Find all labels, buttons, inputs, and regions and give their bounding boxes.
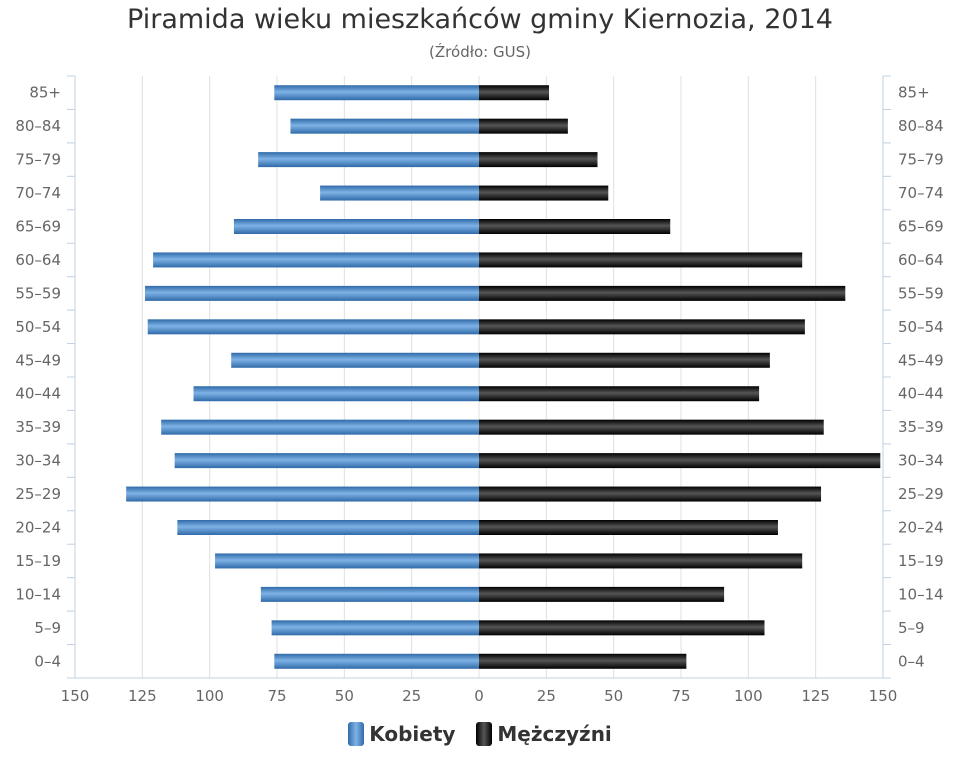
y-label-right: 55–59	[898, 284, 944, 302]
legend-label-female: Kobiety	[369, 722, 456, 746]
x-tick-label: 75	[267, 687, 286, 705]
bar-male	[479, 453, 881, 469]
y-label-left: 35–39	[15, 418, 61, 436]
chart-subtitle: (Źródło: GUS)	[429, 43, 531, 61]
bar-male	[479, 352, 770, 368]
y-label-right: 60–64	[898, 251, 944, 269]
bar-female	[147, 319, 479, 335]
y-label-right: 10–14	[898, 585, 944, 603]
x-tick-label: 100	[734, 687, 763, 705]
y-label-left: 50–54	[15, 318, 61, 336]
y-label-left: 60–64	[15, 251, 61, 269]
bar-female	[153, 252, 479, 268]
y-label-left: 55–59	[15, 284, 61, 302]
bar-female	[177, 520, 479, 535]
y-label-right: 15–19	[898, 552, 944, 570]
x-tick-label: 50	[604, 687, 623, 705]
y-label-right: 75–79	[898, 151, 944, 169]
y-label-right: 25–29	[898, 485, 944, 503]
y-label-right: 35–39	[898, 418, 944, 436]
x-tick-label: 75	[671, 687, 690, 705]
y-label-right: 0–4	[898, 652, 925, 670]
bar-male	[479, 386, 760, 402]
x-tick-label: 50	[335, 687, 354, 705]
y-label-right: 85+	[898, 84, 930, 102]
bar-female	[290, 118, 479, 134]
bar-male	[479, 85, 550, 101]
y-label-right: 20–24	[898, 519, 944, 537]
chart-title: Piramida wieku mieszkańców gminy Kiernoz…	[127, 4, 833, 35]
y-label-left: 20–24	[15, 519, 61, 537]
y-label-right: 45–49	[898, 351, 944, 369]
x-tick-label: 150	[869, 687, 898, 705]
y-label-left: 45–49	[15, 351, 61, 369]
bar-male	[479, 553, 803, 569]
bar-female	[274, 85, 479, 101]
y-label-left: 85+	[29, 84, 61, 102]
y-label-right: 50–54	[898, 318, 944, 336]
y-label-left: 5–9	[34, 619, 61, 637]
bar-female	[126, 486, 479, 502]
bar-male	[479, 653, 687, 669]
y-label-right: 5–9	[898, 619, 925, 637]
bar-female	[260, 586, 479, 602]
y-label-left: 10–14	[15, 585, 61, 603]
y-label-left: 30–34	[15, 452, 61, 470]
bar-male	[479, 219, 671, 234]
bar-female	[231, 352, 479, 368]
legend-item-male[interactable]: Mężczyźni	[476, 722, 612, 746]
x-tick-label: 150	[61, 687, 90, 705]
bar-male	[479, 185, 609, 201]
x-tick-label: 0	[474, 687, 484, 705]
bar-female	[174, 453, 480, 469]
y-label-left: 65–69	[15, 218, 61, 236]
y-label-left: 0–4	[34, 652, 61, 670]
bar-male	[479, 586, 725, 602]
y-label-left: 25–29	[15, 485, 61, 503]
bar-male	[479, 252, 803, 268]
y-label-right: 70–74	[898, 184, 944, 202]
legend-item-female[interactable]: Kobiety	[348, 722, 455, 746]
x-tick-label: 125	[128, 687, 157, 705]
bar-female	[258, 152, 479, 168]
bar-male	[479, 419, 824, 435]
bar-male	[479, 285, 846, 301]
x-tick-label: 25	[402, 687, 421, 705]
y-label-left: 80–84	[15, 117, 61, 135]
legend: Kobiety Mężczyźni	[0, 722, 960, 751]
y-label-left: 70–74	[15, 184, 61, 202]
bar-female	[215, 553, 479, 569]
bars	[126, 85, 881, 669]
y-label-left: 15–19	[15, 552, 61, 570]
bar-male	[479, 118, 568, 134]
legend-swatch-female	[348, 722, 365, 746]
bar-male	[479, 620, 765, 636]
bar-male	[479, 152, 598, 168]
bar-female	[161, 419, 480, 435]
bar-female	[320, 185, 479, 201]
bar-female	[274, 653, 479, 669]
legend-label-male: Mężczyźni	[497, 722, 612, 746]
x-tick-label: 125	[801, 687, 830, 705]
y-label-right: 80–84	[898, 117, 944, 135]
x-tick-label: 25	[537, 687, 556, 705]
bar-male	[479, 319, 805, 335]
y-label-left: 75–79	[15, 151, 61, 169]
bar-female	[145, 285, 479, 301]
bar-female	[271, 620, 479, 636]
y-label-right: 65–69	[898, 218, 944, 236]
bar-male	[479, 520, 778, 535]
bar-male	[479, 486, 822, 502]
bar-female	[193, 386, 480, 402]
y-label-right: 40–44	[898, 385, 944, 403]
bar-female	[233, 219, 479, 234]
y-label-left: 40–44	[15, 385, 61, 403]
x-tick-label: 100	[195, 687, 224, 705]
y-label-right: 30–34	[898, 452, 944, 470]
legend-swatch-male	[476, 722, 493, 746]
